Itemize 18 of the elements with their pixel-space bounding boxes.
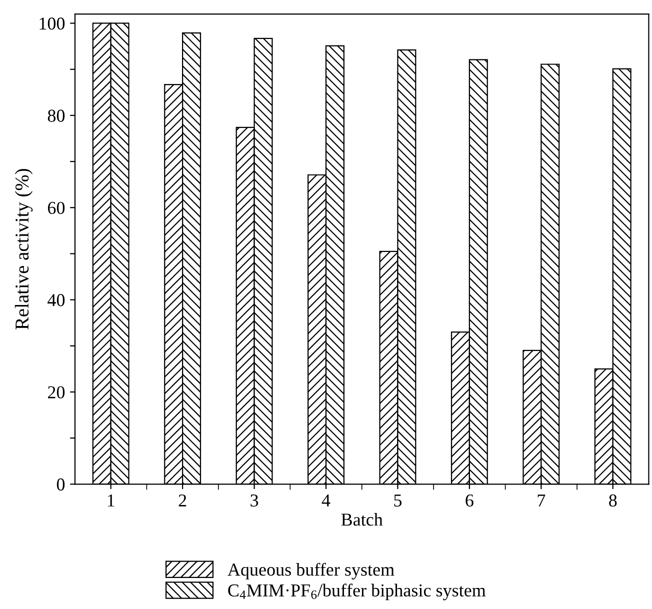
x-tick-label: 8	[609, 494, 617, 507]
y-tick-label: 0	[56, 478, 65, 491]
y-axis-title: Relative activity (%)	[14, 168, 33, 330]
y-tick-label: 60	[48, 202, 65, 214]
x-tick-label: 7	[538, 494, 546, 506]
y-tick-label: 20	[48, 386, 65, 398]
x-tick-label: 3	[250, 494, 258, 507]
y-tick-label: 80	[48, 110, 65, 122]
x-tick-label: 4	[322, 494, 330, 506]
y-tick-label: 100	[40, 17, 65, 30]
y-tick-label: 40	[48, 294, 65, 306]
x-tick-label: 1	[108, 494, 114, 506]
legend-label: Aqueous buffer system	[228, 562, 394, 580]
x-tick-label: 6	[466, 494, 474, 507]
legend-label: C$_{4}$MIM·PF$_{6}$/buffer biphasic system	[228, 584, 486, 600]
x-tick-label: 2	[178, 494, 186, 506]
x-axis-title: Batch	[341, 513, 383, 526]
x-tick-label: 5	[394, 494, 402, 507]
